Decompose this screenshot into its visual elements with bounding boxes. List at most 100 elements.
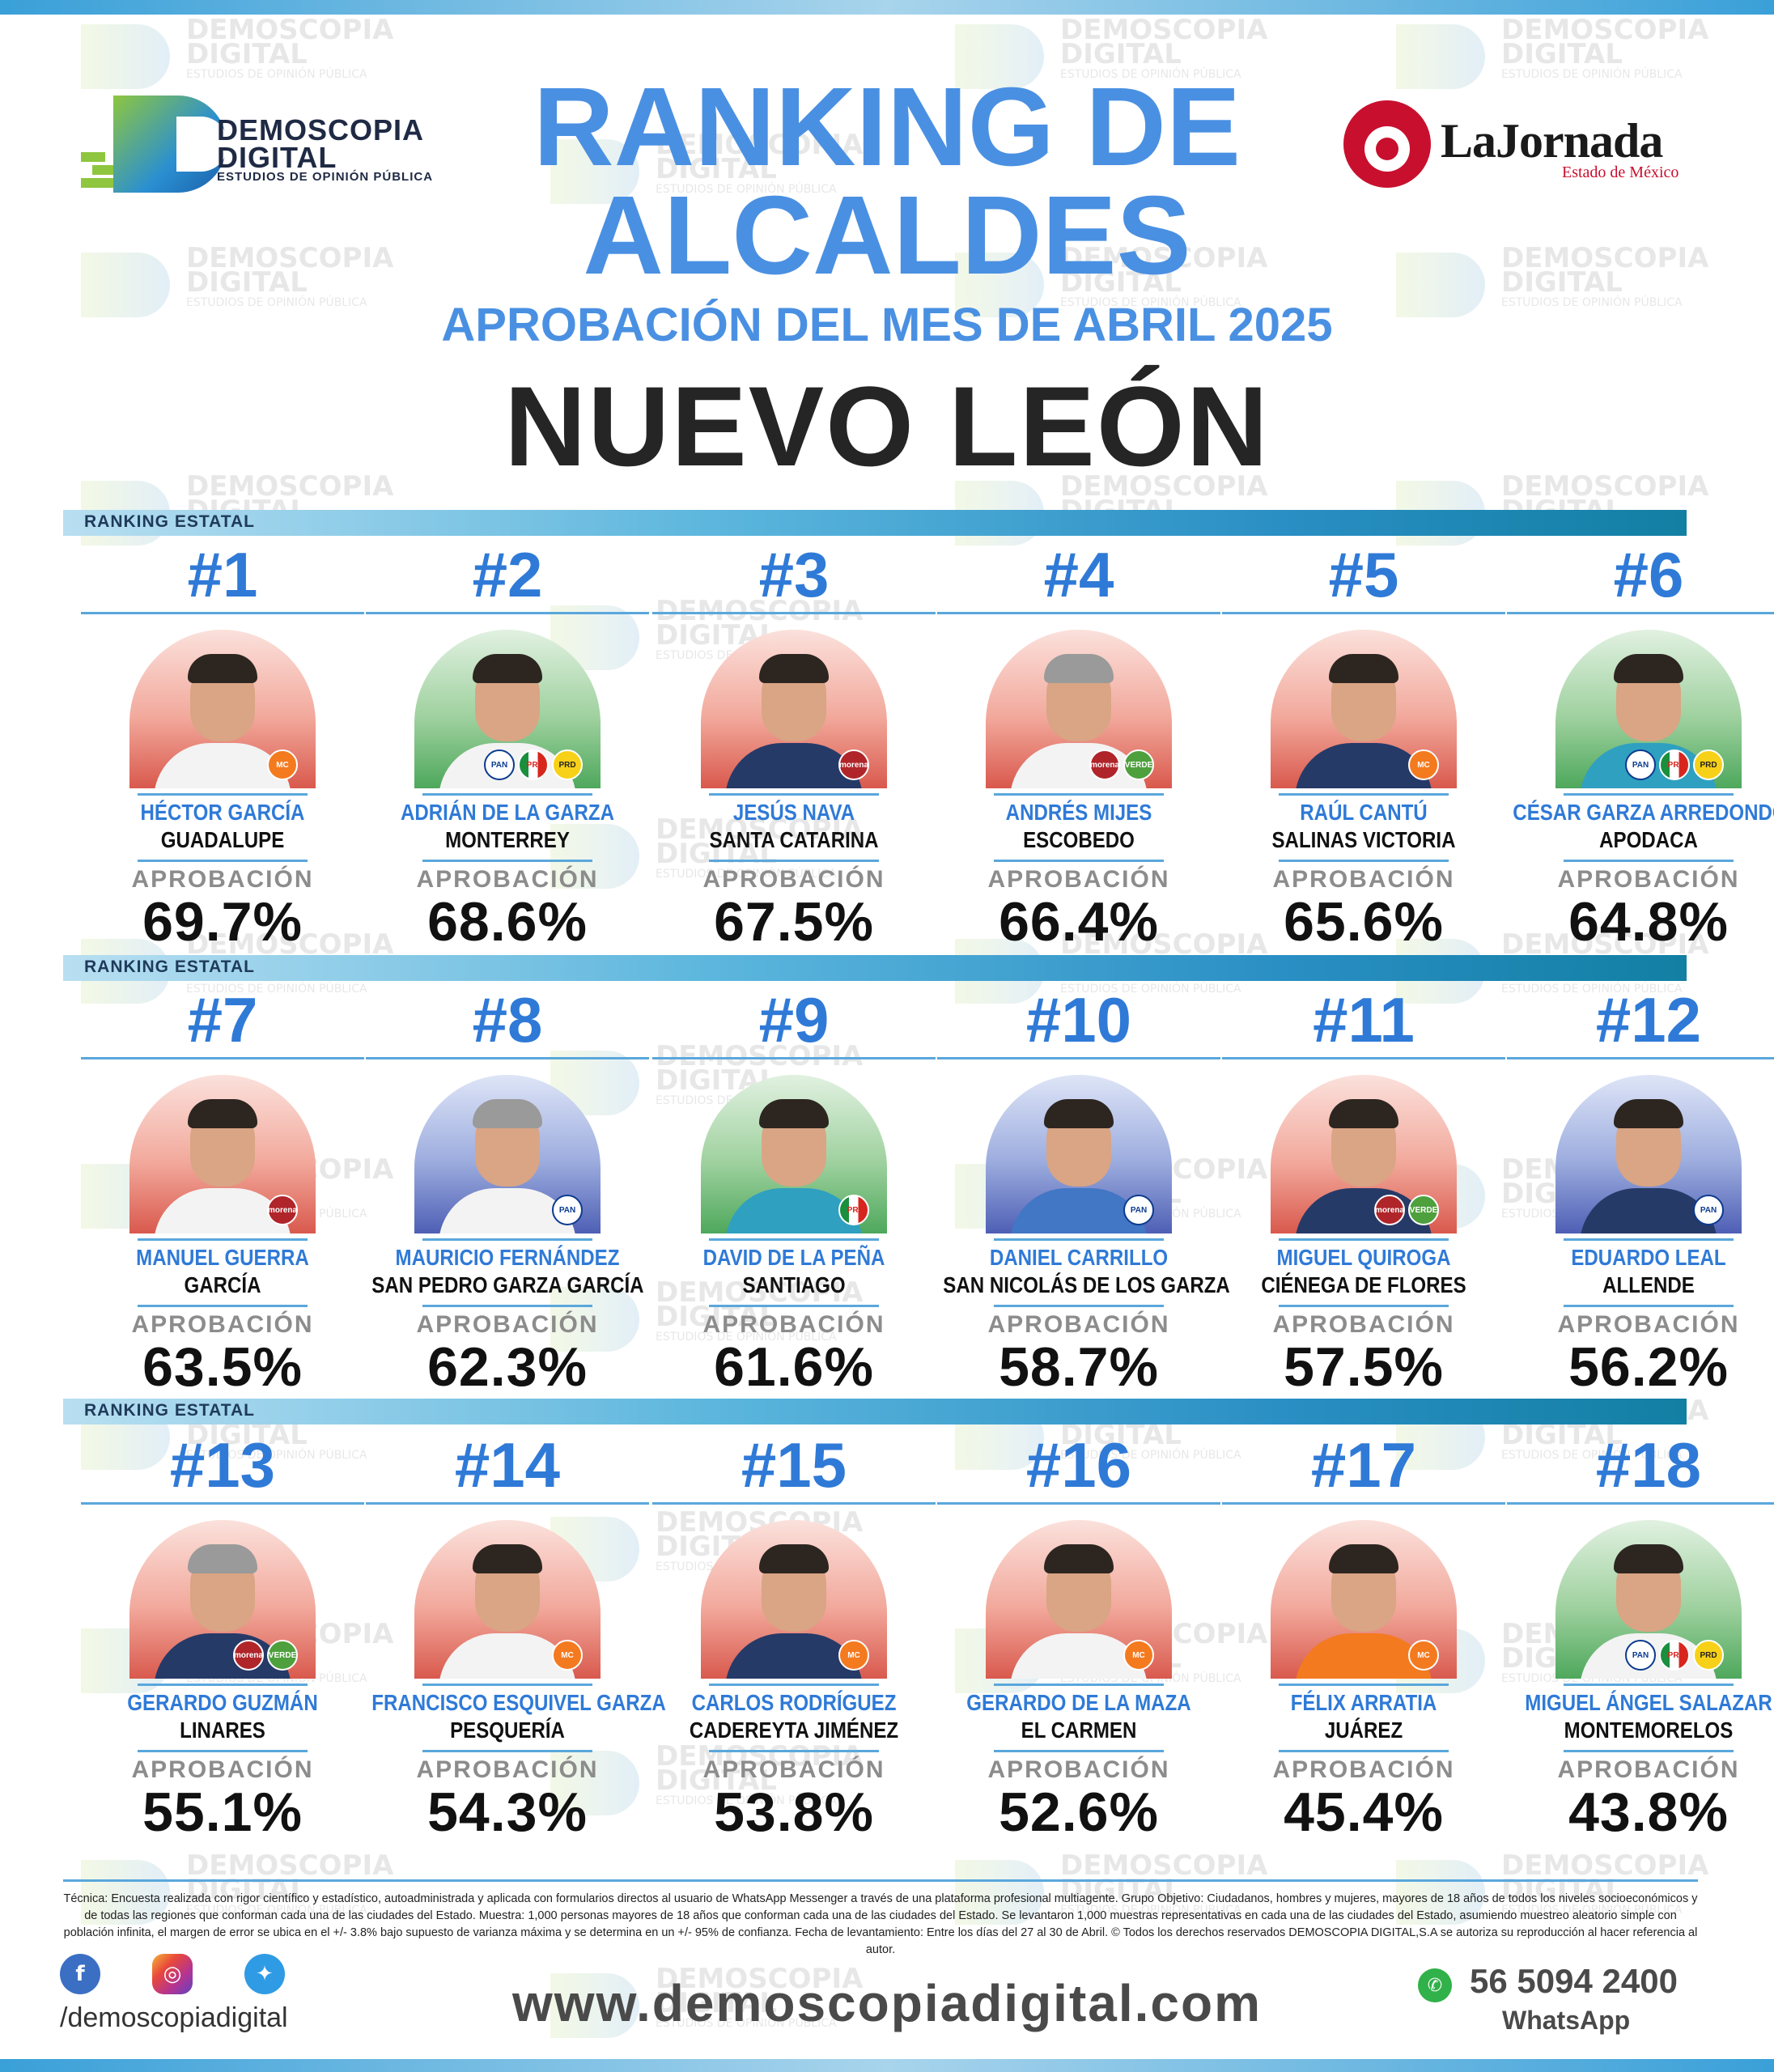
party-badges: MC [1408,1640,1439,1671]
approval-label: APROBACIÓN [416,1311,599,1338]
mayor-card: #16 MC GERARDO DE LA MAZA EL CARMEN APROBACI… [937,1433,1220,1843]
rank-number: #6 [1613,539,1684,610]
rank-divider [1507,612,1774,614]
approval-value: 65.6% [1284,891,1444,953]
party-badges: MC [267,749,298,780]
mayor-photo: PRI [701,1075,887,1233]
mayor-name: ADRIÁN DE LA GARZA [401,800,614,825]
rank-number: #8 [472,984,543,1055]
mayor-name: FÉLIX ARRATIA [1290,1690,1437,1715]
mayor-card: #15 MC CARLOS RODRÍGUEZ CADEREYTA JIMÉNEZ AP… [652,1433,936,1843]
approval-label: APROBACIÓN [1272,1756,1455,1783]
brand-tagline: ESTUDIOS DE OPINIÓN PÚBLICA [217,170,434,184]
approval-label: APROBACIÓN [1272,866,1455,893]
approval-value: 69.7% [142,891,303,953]
party-prd-icon: PRD [1693,1640,1724,1671]
municipality-name: SAN NICOLÁS DE LOS GARZA [943,1272,1230,1297]
rank-number: #1 [187,539,258,610]
website-link[interactable]: www.demoscopiadigital.com [512,1974,1262,2032]
municipality-divider [422,1305,592,1307]
approval-value: 55.1% [142,1781,303,1843]
name-divider [1564,793,1734,796]
party-mc-icon: MC [1408,1640,1439,1671]
instagram-icon[interactable]: ◎ [152,1954,193,1994]
party-morena-icon: morena [1089,749,1120,780]
mayor-photo: morena [129,1075,316,1233]
party-pan-icon: PAN [1123,1195,1154,1225]
municipality-divider [1564,860,1734,862]
municipality-divider [709,1305,879,1307]
mayor-card: #13 morena VERDE GERARDO GUZMÁN LINARES APROB… [81,1429,364,1843]
approval-label: APROBACIÓN [987,866,1170,893]
name-divider [1564,1684,1734,1686]
approval-value: 56.2% [1568,1336,1729,1398]
mayor-name: GERARDO GUZMÁN [127,1690,318,1715]
rank-number: #5 [1328,539,1399,610]
municipality-divider [138,860,308,862]
party-mc-icon: MC [1408,749,1439,780]
footer-divider [63,1879,1698,1882]
rank-divider [366,612,649,614]
municipality-divider [709,860,879,862]
mayor-name: HÉCTOR GARCÍA [140,800,305,825]
party-badges: morena VERDE [233,1640,298,1671]
name-divider [138,793,308,796]
municipality-divider [1279,860,1449,862]
party-pri-icon: PRI [518,749,549,780]
sun-icon [1343,100,1431,188]
brand-name: DEMOSCOPIA DIGITAL [217,113,425,174]
approval-value: 68.6% [427,891,588,953]
ranking-ribbon: RANKING ESTATAL [63,955,1687,981]
page-title-line2: ALCALDES [583,173,1191,298]
rank-number: #7 [187,984,258,1055]
rank-divider [81,1057,364,1059]
mayor-photo: morena [701,630,887,788]
party-badges: morena VERDE [1089,749,1154,780]
party-badges: PAN PRI PRD [1625,749,1724,780]
party-morena-icon: morena [838,749,869,780]
party-morena-icon: morena [267,1195,298,1225]
rank-divider [366,1502,649,1505]
rank-number: #3 [758,539,830,610]
municipality-divider [1564,1305,1734,1307]
approval-value: 54.3% [427,1781,588,1843]
approval-value: 45.4% [1284,1781,1444,1843]
approval-value: 58.7% [999,1336,1159,1398]
municipality-divider [138,1305,308,1307]
rank-number: #13 [169,1429,276,1501]
whatsapp-phone[interactable]: 56 5094 2400 [1470,1962,1678,2000]
party-badges: morena VERDE [1374,1195,1439,1225]
approval-label: APROBACIÓN [702,866,885,893]
mayor-name: JESÚS NAVA [732,800,855,825]
twitter-icon[interactable]: ✦ [244,1954,285,1994]
party-mc-icon: MC [838,1640,869,1671]
mayor-name: GERARDO DE LA MAZA [966,1690,1191,1715]
page-title-line1: RANKING DE [533,65,1241,189]
whatsapp-icon[interactable]: ✆ [1418,1968,1452,2002]
mayor-photo: PAN PRI PRD [1555,630,1742,788]
mayor-card: #7 morena MANUEL GUERRA GARCÍA APROBACIÓN 63.… [81,984,364,1398]
name-divider [422,1684,592,1686]
approval-value: 57.5% [1284,1336,1444,1398]
approval-value: 64.8% [1568,891,1729,953]
page-subtitle: APROBACIÓN DEL MES DE ABRIL 2025 [441,299,1333,351]
mayor-photo: MC [701,1520,887,1679]
name-divider [422,793,592,796]
rank-divider [937,1057,1220,1059]
demoscopia-logo [81,96,291,193]
social-handle[interactable]: /demoscopiadigital [60,2002,288,2033]
approval-label: APROBACIÓN [1557,866,1740,893]
party-pan-icon: PAN [1693,1195,1724,1225]
rank-divider [81,612,364,614]
municipality-name: JUÁREZ [1324,1717,1403,1743]
ribbon-label: RANKING ESTATAL [84,1401,255,1420]
rank-divider [1507,1057,1774,1059]
rank-divider [1222,612,1505,614]
mayor-photo: morena VERDE [986,630,1172,788]
state-title: NUEVO LEÓN [504,363,1270,490]
mayor-name: ANDRÉS MIJES [1005,800,1152,825]
mayor-card: #12 PAN EDUARDO LEAL ALLENDE APROBACIÓN 56.2% [1507,987,1774,1398]
name-divider [1279,793,1449,796]
mayor-card: #3 morena JESÚS NAVA SANTA CATARINA APROBACI… [652,539,936,953]
facebook-icon[interactable]: f [60,1954,100,1994]
